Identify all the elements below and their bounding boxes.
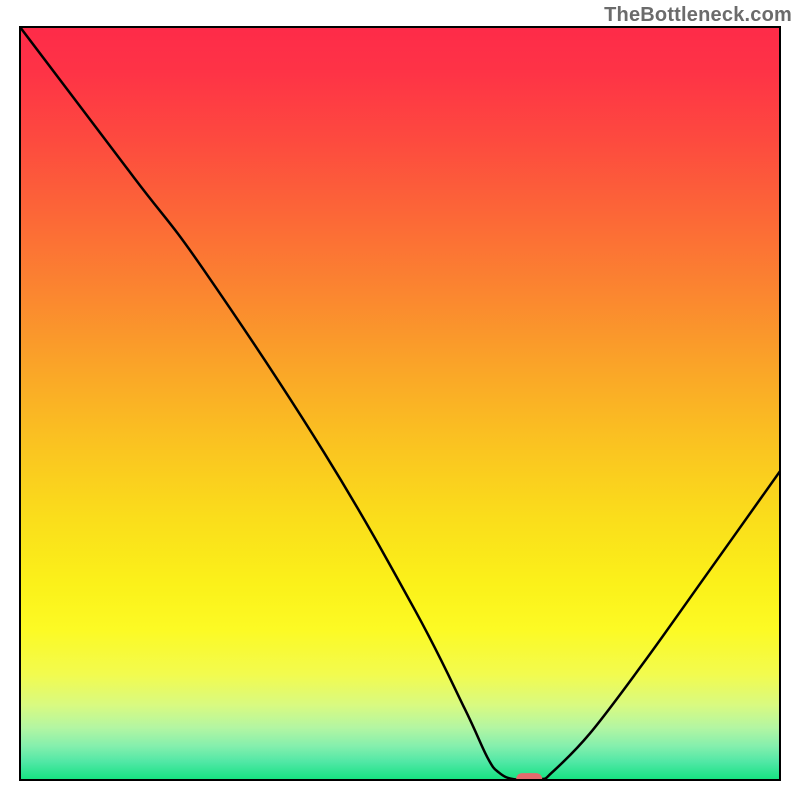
- chart-stage: TheBottleneck.com: [0, 0, 800, 800]
- chart-svg: [0, 0, 800, 800]
- gradient-background: [20, 27, 780, 780]
- watermark-text: TheBottleneck.com: [604, 4, 792, 27]
